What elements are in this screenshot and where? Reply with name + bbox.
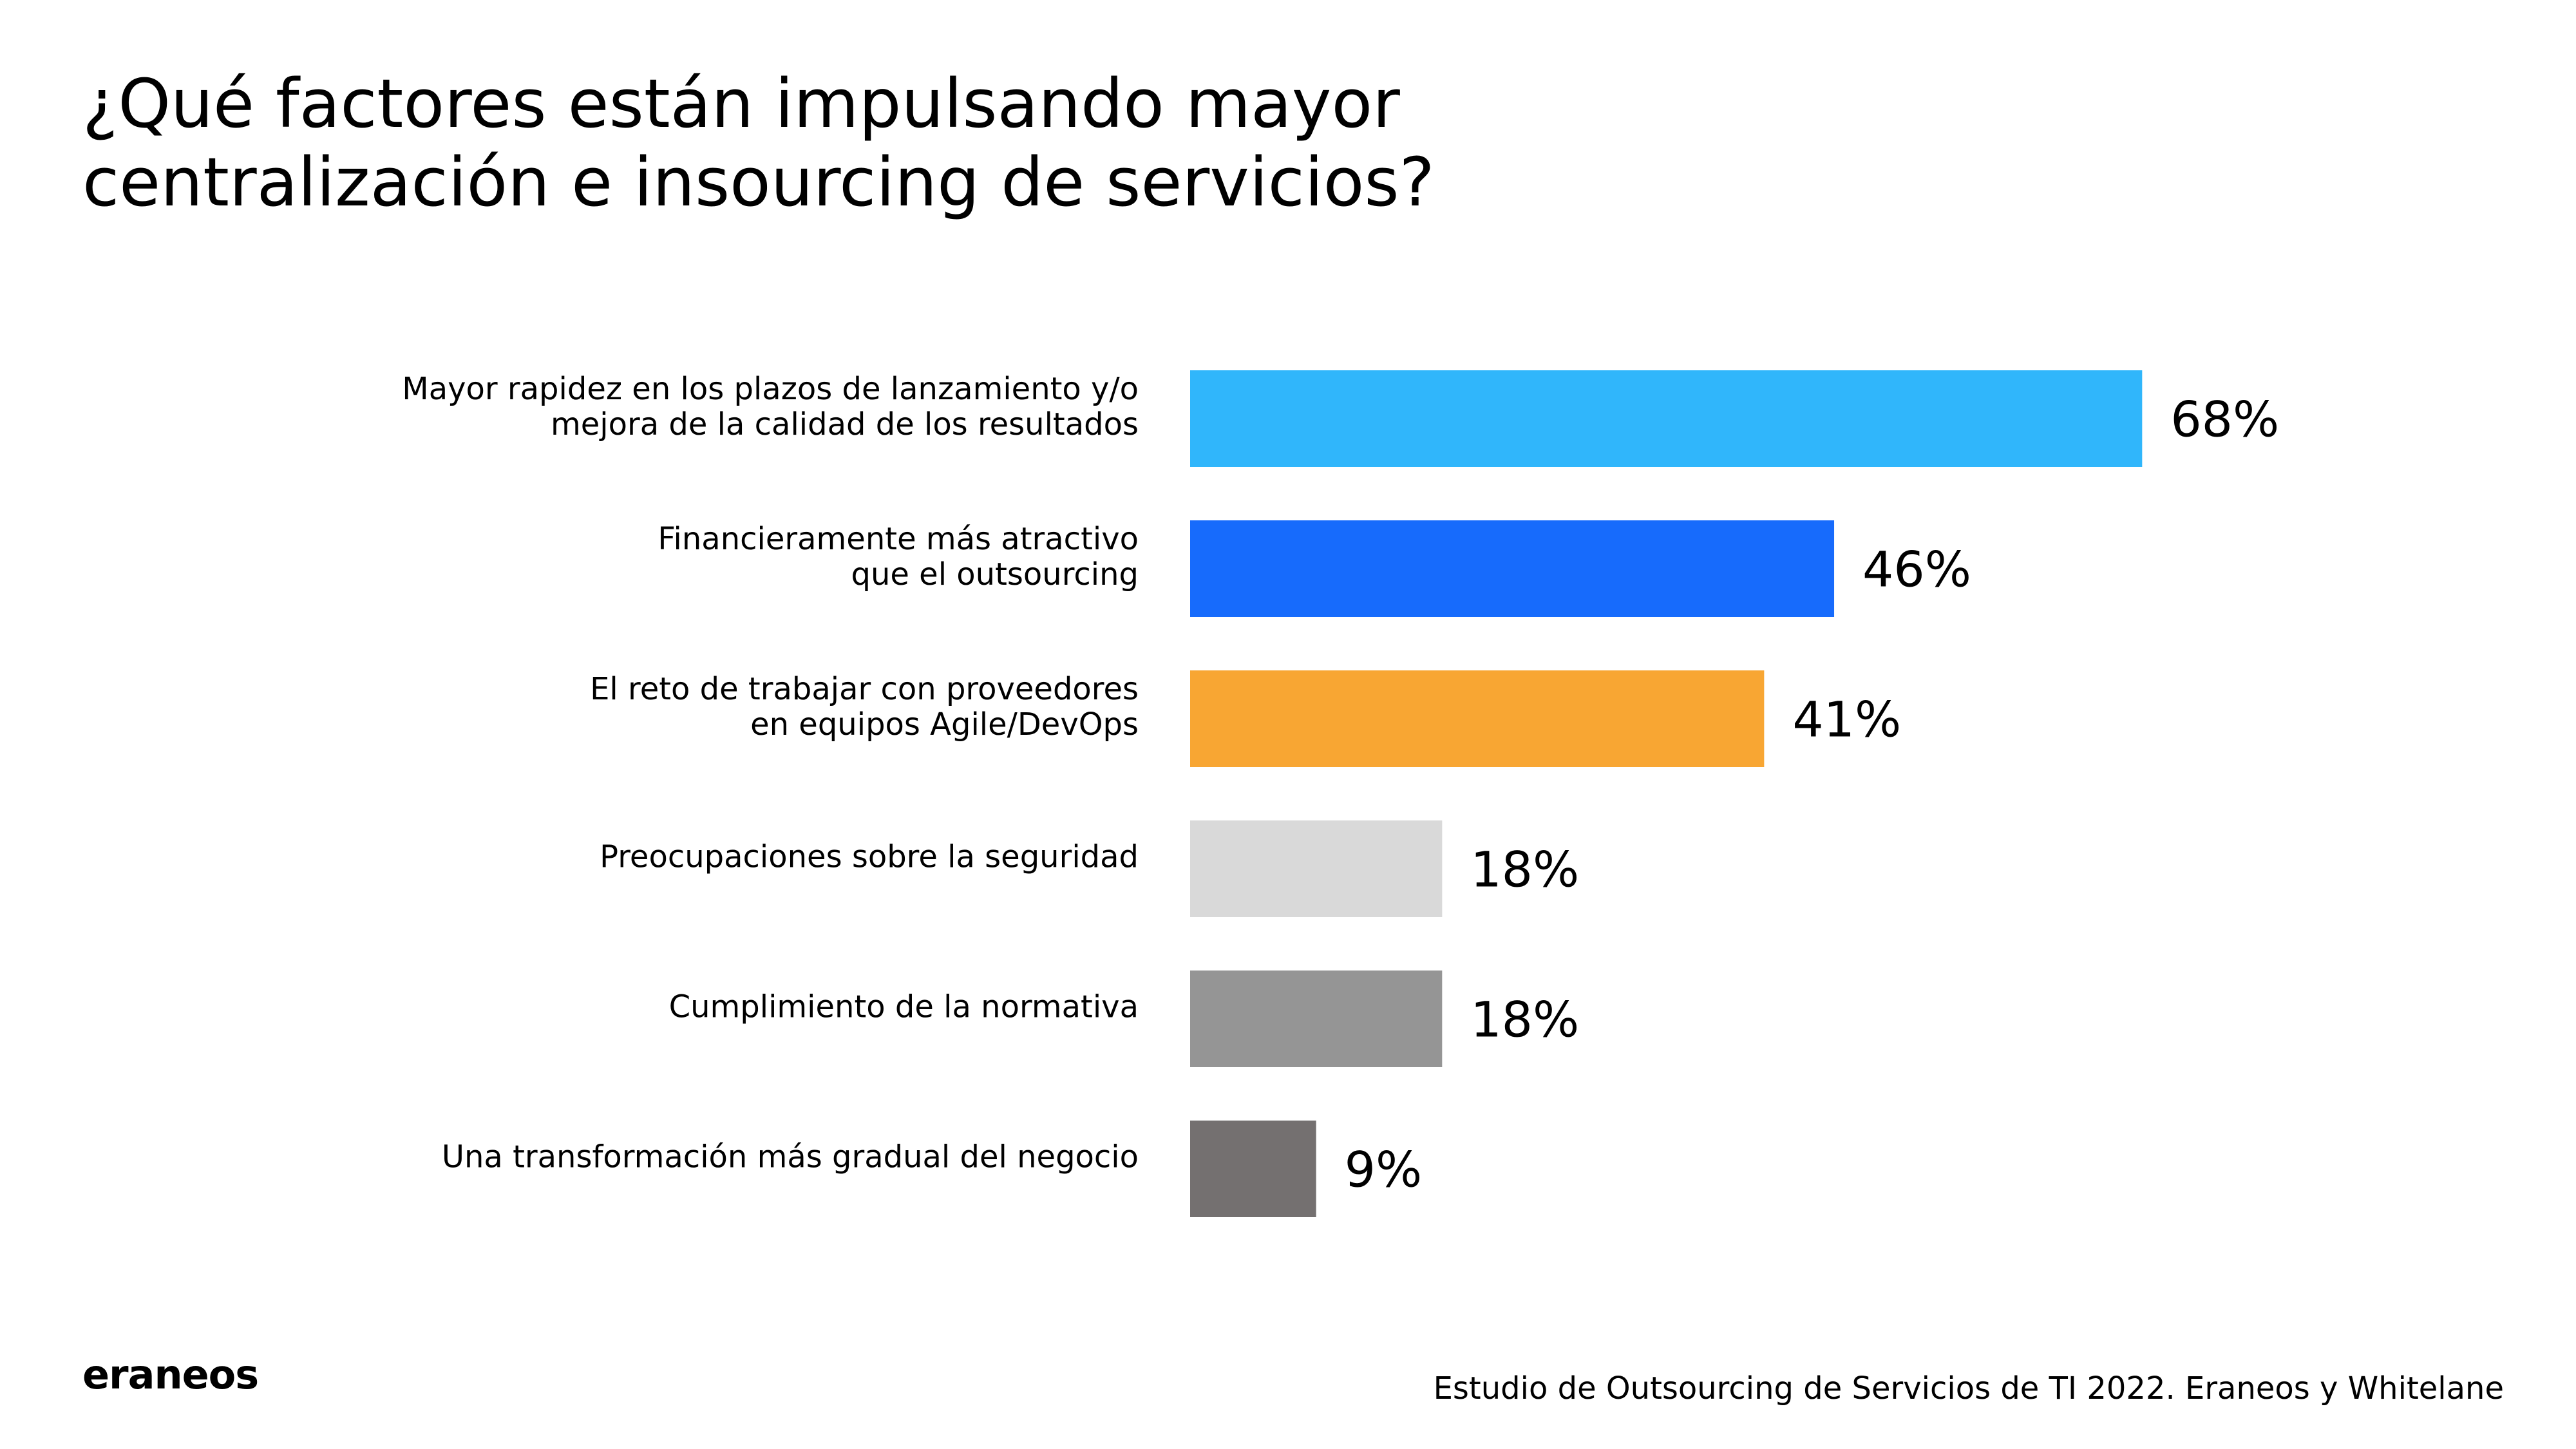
eraneos-logo: eraneos [82, 1351, 259, 1398]
category-label-5: Cumplimiento de la normativa [669, 989, 1139, 1025]
bar-1 [1190, 370, 2143, 467]
category-label-line: en equipos Agile/DevOps [750, 706, 1139, 743]
category-label-line: mejora de la calidad de los resultados [551, 406, 1139, 442]
value-label-5: 18% [1470, 990, 1579, 1048]
category-label-line: Una transformación más gradual del negoc… [442, 1139, 1139, 1175]
category-label-line: que el outsourcing [851, 556, 1139, 592]
value-label-1: 68% [2170, 390, 2279, 448]
category-label-3: El reto de trabajar con proveedores en eq… [590, 671, 1139, 743]
bar-4 [1190, 820, 1443, 917]
bar-3 [1190, 670, 1765, 767]
category-label-2: Financieramente más atractivo que el outs… [658, 521, 1139, 592]
bar-6 [1190, 1121, 1316, 1217]
category-label-line: El reto de trabajar con proveedores [590, 671, 1139, 707]
title-line-2: centralización e insourcing de servicios… [82, 143, 1435, 222]
bar-5 [1190, 971, 1443, 1067]
category-label-line: Financieramente más atractivo [658, 521, 1139, 557]
category-label-4: Preocupaciones sobre la seguridad [600, 838, 1139, 875]
category-label-6: Una transformación más gradual del negoc… [442, 1139, 1139, 1175]
category-label-line: Preocupaciones sobre la seguridad [600, 838, 1139, 875]
bar-2 [1190, 520, 1835, 617]
category-label-1: Mayor rapidez en los plazos de lanzamien… [402, 371, 1139, 442]
value-label-2: 46% [1862, 540, 1971, 598]
source-note: Estudio de Outsourcing de Servicios de T… [1433, 1370, 2504, 1406]
category-label-line: Mayor rapidez en los plazos de lanzamien… [402, 371, 1139, 407]
value-label-6: 9% [1345, 1141, 1423, 1198]
value-label-4: 18% [1470, 840, 1579, 898]
page-title: ¿Qué factores están impulsando mayor cen… [82, 64, 1628, 222]
category-label-line: Cumplimiento de la normativa [669, 989, 1139, 1025]
value-label-3: 41% [1792, 690, 1901, 748]
title-line-1: ¿Qué factores están impulsando mayor [82, 64, 1400, 143]
